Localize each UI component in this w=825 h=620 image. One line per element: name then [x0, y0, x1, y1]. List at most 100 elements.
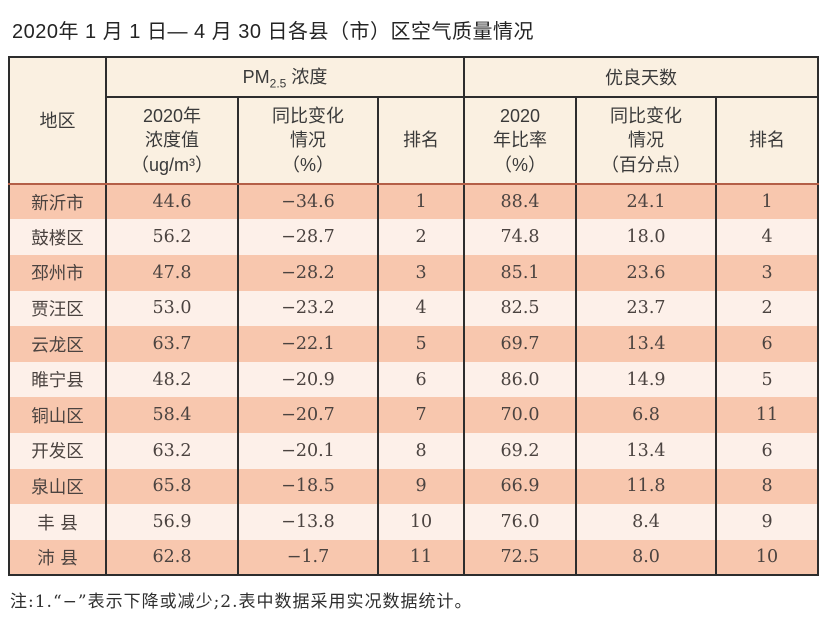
good-ratio-cell: 82.5: [463, 290, 578, 327]
col-group-good-days: 优良天数: [463, 56, 820, 98]
pm-change-cell: −34.6: [237, 183, 379, 220]
pm-rank-cell: 6: [376, 361, 466, 398]
pm-rank-cell: 3: [376, 255, 466, 291]
region-cell: 泉山区: [8, 468, 107, 505]
table-row: 睢宁县 48.2 −20.9 6 86.0 14.9 5: [8, 361, 820, 398]
good-ratio-cell: 69.7: [463, 326, 578, 362]
col-header-good-change: 同比变化 情况 （百分点）: [575, 96, 718, 185]
good-rank-cell: 4: [715, 219, 820, 256]
good-ratio-cell: 72.5: [463, 539, 578, 577]
col-header-pm-value: 2020年 浓度值 （ug/m³）: [105, 96, 239, 185]
good-rank-cell: 9: [715, 504, 820, 540]
good-change-cell: 13.4: [575, 433, 718, 469]
good-ratio-cell: 86.0: [463, 361, 578, 398]
table-row: 新沂市 44.6 −34.6 1 88.4 24.1 1: [8, 183, 820, 220]
pm-rank-cell: 7: [376, 397, 466, 434]
good-rank-cell: 2: [715, 290, 820, 327]
region-cell: 睢宁县: [8, 361, 107, 398]
pm-value-cell: 65.8: [105, 468, 239, 505]
good-change-cell: 6.8: [575, 397, 718, 434]
col-header-region: 地区: [8, 56, 107, 185]
table-row: 开发区 63.2 −20.1 8 69.2 13.4 6: [8, 433, 820, 469]
pm-change-cell: −22.1: [237, 326, 379, 362]
col-group-pm25: PM2.5 浓度: [104, 56, 466, 98]
col-header-pm-change: 同比变化 情况 （%）: [237, 96, 379, 185]
pm25-subscript: 2.5: [269, 76, 287, 91]
table-row: 丰 县 56.9 −13.8 10 76.0 8.4 9: [8, 504, 820, 540]
good-change-cell: 14.9: [575, 361, 718, 398]
region-cell: 鼓楼区: [8, 219, 107, 256]
table-row: 贾汪区 53.0 −23.2 4 82.5 23.7 2: [8, 290, 820, 327]
table-row: 云龙区 63.7 −22.1 5 69.7 13.4 6: [8, 326, 820, 362]
pm-change-cell: −20.1: [237, 433, 379, 469]
region-cell: 铜山区: [8, 397, 107, 434]
pm25-suffix: 浓度: [291, 67, 328, 88]
good-ratio-cell: 85.1: [463, 255, 578, 291]
region-cell: 沛 县: [8, 539, 107, 577]
good-change-cell: 18.0: [575, 219, 718, 256]
region-cell: 开发区: [8, 433, 107, 469]
pm-value-cell: 56.9: [105, 504, 239, 540]
table-row: 鼓楼区 56.2 −28.7 2 74.8 18.0 4: [8, 219, 820, 256]
air-quality-table: 地区 PM2.5 浓度 优良天数 2020年 浓度值 （ug/m³） 同比变化 …: [8, 56, 820, 577]
good-rank-cell: 8: [715, 468, 820, 505]
good-change-cell: 11.8: [575, 468, 718, 505]
pm-value-cell: 56.2: [105, 219, 239, 256]
good-change-cell: 8.4: [575, 504, 718, 540]
pm-rank-cell: 4: [376, 290, 466, 327]
pm-change-cell: −28.2: [237, 255, 379, 291]
region-cell: 邳州市: [8, 255, 107, 291]
pm-value-cell: 58.4: [105, 397, 239, 434]
pm-change-cell: −20.7: [237, 397, 379, 434]
footnote: 注:1.“−”表示下降或减少;2.表中数据采用实况数据统计。: [10, 592, 473, 613]
region-cell: 丰 县: [8, 504, 107, 540]
good-rank-cell: 5: [715, 361, 820, 398]
pm-rank-cell: 10: [376, 504, 466, 540]
pm-value-cell: 44.6: [105, 183, 239, 220]
col-header-good-ratio: 2020 年比率 （%）: [463, 96, 578, 185]
good-rank-cell: 10: [715, 539, 820, 577]
good-rank-cell: 11: [715, 397, 820, 434]
region-cell: 云龙区: [8, 326, 107, 362]
pm-rank-cell: 11: [376, 539, 466, 577]
pm-change-cell: −23.2: [237, 290, 379, 327]
good-ratio-cell: 66.9: [463, 468, 578, 505]
good-ratio-cell: 88.4: [463, 183, 578, 220]
pm-value-cell: 62.8: [105, 539, 239, 577]
pm-rank-cell: 5: [376, 326, 466, 362]
good-ratio-cell: 76.0: [463, 504, 578, 540]
pm25-prefix: PM: [242, 67, 270, 88]
good-rank-cell: 1: [715, 183, 820, 220]
pm-change-cell: −28.7: [237, 219, 379, 256]
pm-change-cell: −1.7: [237, 539, 379, 577]
header-group-row: 地区 PM2.5 浓度 优良天数: [8, 56, 820, 185]
header-sub-row: 2020年 浓度值 （ug/m³） 同比变化 情况 （%） 排名 2020 年比…: [9, 96, 820, 185]
good-rank-cell: 3: [715, 255, 820, 291]
table-row: 邳州市 47.8 −28.2 3 85.1 23.6 3: [8, 255, 820, 291]
pm-rank-cell: 1: [376, 183, 466, 220]
good-change-cell: 13.4: [575, 326, 718, 362]
region-cell: 贾汪区: [8, 290, 107, 327]
good-rank-cell: 6: [715, 326, 820, 362]
good-ratio-cell: 69.2: [463, 433, 578, 469]
page-title: 2020年 1 月 1 日— 4 月 30 日各县（市）区空气质量情况: [12, 21, 535, 43]
table-row: 铜山区 58.4 −20.7 7 70.0 6.8 11: [8, 397, 820, 434]
pm-rank-cell: 8: [376, 433, 466, 469]
col-header-good-rank: 排名: [715, 96, 820, 185]
good-ratio-cell: 74.8: [463, 219, 578, 256]
pm-value-cell: 48.2: [105, 361, 239, 398]
good-change-cell: 24.1: [575, 183, 718, 220]
table-row: 沛 县 62.8 −1.7 11 72.5 8.0 10: [8, 539, 820, 577]
good-ratio-cell: 70.0: [463, 397, 578, 434]
pm-value-cell: 63.7: [105, 326, 239, 362]
pm-change-cell: −13.8: [237, 504, 379, 540]
pm-rank-cell: 2: [376, 219, 466, 256]
pm-rank-cell: 9: [376, 468, 466, 505]
good-change-cell: 8.0: [575, 539, 718, 577]
good-rank-cell: 6: [715, 433, 820, 469]
col-header-pm-rank: 排名: [376, 96, 466, 185]
good-change-cell: 23.6: [575, 255, 718, 291]
pm-value-cell: 47.8: [105, 255, 239, 291]
pm-value-cell: 63.2: [105, 433, 239, 469]
